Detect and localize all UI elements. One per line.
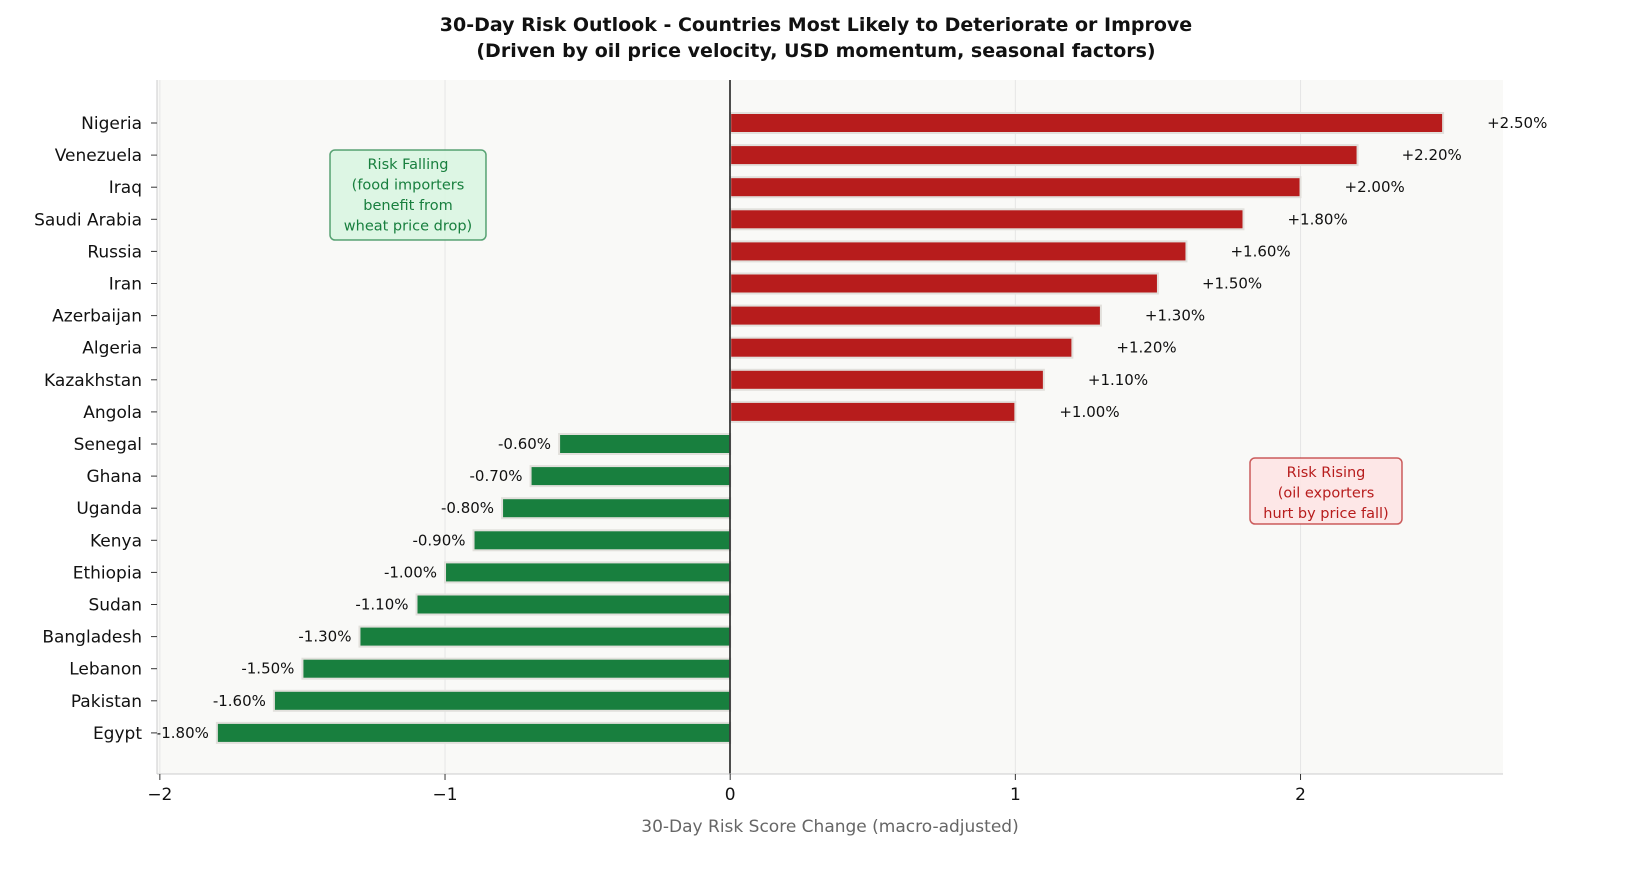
bar-nigeria xyxy=(729,112,1445,134)
bar-saudi-arabia xyxy=(729,208,1245,231)
x-axis-label: 30-Day Risk Score Change (macro-adjusted… xyxy=(641,817,1018,837)
bar-egypt xyxy=(215,721,732,744)
data-label: +2.20% xyxy=(1402,146,1462,164)
y-tick-label: Azerbaijan xyxy=(52,307,142,327)
data-label: -1.60% xyxy=(213,692,266,710)
bar-senegal xyxy=(558,433,732,455)
data-label: -0.60% xyxy=(498,435,551,453)
x-tick-label: 0 xyxy=(725,785,736,805)
y-tick-label: Ghana xyxy=(86,467,142,487)
data-label: +1.60% xyxy=(1230,242,1290,260)
annotation-risk-rising-text: hurt by price fall) xyxy=(1263,506,1388,522)
x-tick-label: 2 xyxy=(1295,785,1306,805)
bar-kazakhstan xyxy=(729,368,1045,391)
data-label: +1.30% xyxy=(1145,307,1205,325)
y-tick-label: Bangladesh xyxy=(42,628,142,648)
data-label: +1.50% xyxy=(1202,275,1262,293)
annotation-risk-falling-box xyxy=(329,149,487,241)
y-tick-label: Iraq xyxy=(109,178,142,198)
bar-iraq xyxy=(729,176,1302,199)
chart-title: 30-Day Risk Outlook - Countries Most Lik… xyxy=(440,14,1192,36)
y-tick-label: Russia xyxy=(87,242,142,262)
annotation-risk-rising-box xyxy=(1249,457,1403,525)
y-tick-label: Iran xyxy=(109,275,142,295)
bar-uganda xyxy=(501,497,732,520)
y-tick-label: Kenya xyxy=(90,531,142,551)
y-tick-label: Sudan xyxy=(88,596,142,616)
data-label: -1.30% xyxy=(298,628,351,646)
y-tick-label: Angola xyxy=(83,403,142,423)
data-label: -1.50% xyxy=(241,660,294,678)
bar-pakistan xyxy=(272,689,732,712)
data-label: +2.00% xyxy=(1345,178,1405,196)
annotation-risk-falling-text: Risk Falling xyxy=(367,157,448,173)
y-tick-label: Nigeria xyxy=(81,114,142,134)
chart-subtitle: (Driven by oil price velocity, USD momen… xyxy=(476,40,1155,62)
x-tick-label: −2 xyxy=(147,785,172,805)
bar-kenya xyxy=(472,529,732,552)
annotation-risk-falling-text: benefit from xyxy=(363,198,452,214)
y-tick-label: Ethiopia xyxy=(73,563,142,583)
y-tick-label: Senegal xyxy=(74,435,142,455)
data-label: +1.20% xyxy=(1116,339,1176,357)
annotation-risk-falling-text: (food importers xyxy=(352,178,465,194)
data-label: +2.50% xyxy=(1487,114,1547,132)
data-label: -1.00% xyxy=(384,563,437,581)
bar-russia xyxy=(729,240,1188,263)
y-tick-label: Kazakhstan xyxy=(44,371,142,391)
data-label: +1.00% xyxy=(1059,403,1119,421)
y-tick-label: Lebanon xyxy=(69,660,142,680)
data-label: -1.80% xyxy=(156,724,209,742)
bar-bangladesh xyxy=(358,625,732,648)
data-label: -0.80% xyxy=(441,499,494,517)
y-tick-label: Venezuela xyxy=(55,146,142,166)
y-tick-label: Algeria xyxy=(82,339,142,359)
bar-iran xyxy=(729,272,1159,295)
bar-lebanon xyxy=(301,657,732,680)
bar-azerbaijan xyxy=(729,304,1102,327)
x-tick-label: 1 xyxy=(1010,785,1021,805)
bar-sudan xyxy=(415,593,732,616)
y-tick-label: Egypt xyxy=(93,724,142,744)
bar-venezuela xyxy=(729,144,1359,167)
data-label: -0.90% xyxy=(412,531,465,549)
data-label: +1.10% xyxy=(1088,371,1148,389)
y-tick-label: Saudi Arabia xyxy=(34,210,142,230)
data-label: -0.70% xyxy=(469,467,522,485)
y-tick-label: Uganda xyxy=(76,499,142,519)
bar-angola xyxy=(729,400,1017,423)
bar-algeria xyxy=(729,336,1074,359)
annotation-risk-falling-text: wheat price drop) xyxy=(344,219,472,235)
y-tick-label: Pakistan xyxy=(71,692,142,712)
bar-ghana xyxy=(529,465,732,488)
data-label: +1.80% xyxy=(1287,210,1347,228)
bar-ethiopia xyxy=(444,561,732,584)
data-label: -1.10% xyxy=(355,596,408,614)
annotation-risk-rising-text: (oil exporters xyxy=(1278,486,1375,502)
x-tick-label: −1 xyxy=(432,785,457,805)
annotation-risk-rising-text: Risk Rising xyxy=(1287,465,1366,481)
